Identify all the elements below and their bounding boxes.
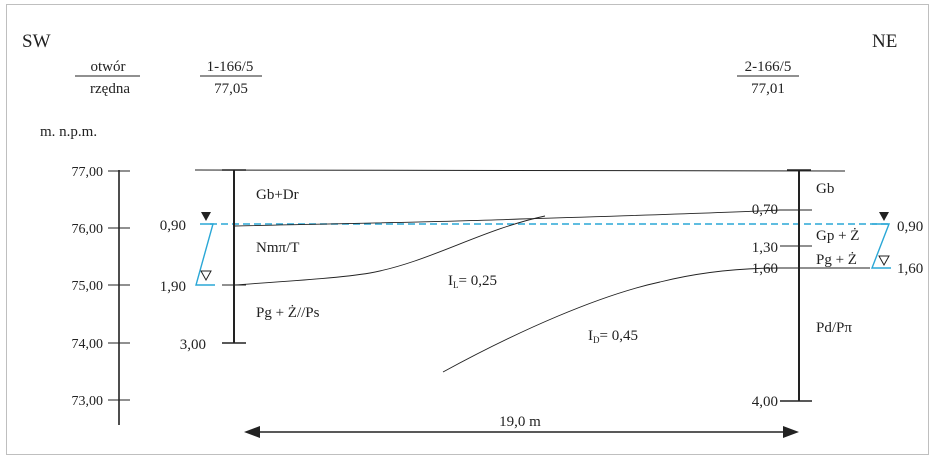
- frame-border: [6, 4, 929, 455]
- borehole2-layer-label: Gb: [816, 181, 834, 197]
- borehole2-depth-label: 1,60: [752, 261, 778, 277]
- borehole1-depth-label: 0,90: [160, 218, 186, 234]
- elevation-tick-label: 74,00: [72, 337, 104, 352]
- elevation-tick-label: 75,00: [72, 279, 104, 294]
- elevation-tick-label: 73,00: [72, 394, 104, 409]
- water-level-marker-icon: [201, 212, 211, 221]
- header-label-elevation: rzędna: [90, 81, 130, 97]
- arrow-left-icon: [244, 426, 260, 438]
- distance-label: 19,0 m: [499, 414, 541, 430]
- borehole2-depth-label: 1,30: [752, 240, 778, 256]
- borehole2-water-depth-label: 1,60: [897, 261, 923, 277]
- borehole1-depth-label: 3,00: [180, 337, 206, 353]
- water-level-stabilized-icon: [878, 255, 890, 267]
- side-left-label: SW: [22, 31, 51, 52]
- elevation-axis-ticks: [108, 170, 130, 401]
- borehole2-elevation: 77,01: [751, 81, 785, 97]
- id-zone-label: ID= 0,45: [588, 328, 638, 345]
- header-label-borehole: otwór: [91, 59, 126, 75]
- ground-surface-line: [194, 169, 846, 172]
- water-level-marker-icon: [879, 212, 889, 221]
- borehole1-layer-label: Pg + Ż//Ps: [256, 305, 320, 321]
- borehole2-water-depth-label: 0,90: [897, 219, 923, 235]
- borehole1-layer-label: Nmπ/T: [256, 240, 299, 256]
- water-level-stabilized-icon: [200, 270, 212, 282]
- boundary-topsoil: [233, 209, 781, 227]
- arrow-right-icon: [783, 426, 799, 438]
- borehole1-depth-label: 1,90: [160, 279, 186, 295]
- borehole1-id: 1-166/5: [207, 59, 254, 75]
- borehole2-id: 2-166/5: [745, 59, 792, 75]
- side-right-label: NE: [872, 31, 897, 52]
- borehole2-water-symbol: [870, 223, 891, 269]
- boundary-id-zone: [442, 267, 781, 373]
- il-zone-label: IL= 0,25: [448, 273, 497, 290]
- borehole2-depth-label: 4,00: [752, 394, 778, 410]
- borehole1-layer-label: Gb+Dr: [256, 187, 299, 203]
- borehole2-depth-label: 0,70: [752, 202, 778, 218]
- boundary-il-zone: [233, 215, 546, 286]
- borehole1-water-symbol: [195, 223, 215, 286]
- elevation-tick-label: 77,00: [72, 165, 104, 180]
- borehole2-layer-label: Pg + Ż: [816, 252, 857, 268]
- borehole2-layer-label: Gp + Ż: [816, 228, 859, 244]
- elevation-axis-unit: m. n.p.m.: [40, 124, 97, 140]
- elevation-tick-label: 76,00: [72, 222, 104, 237]
- borehole2-layer-label: Pd/Pπ: [816, 320, 852, 336]
- borehole1-elevation: 77,05: [214, 81, 248, 97]
